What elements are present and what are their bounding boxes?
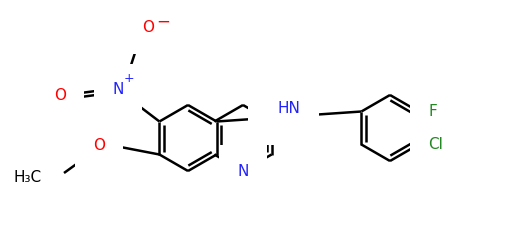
Text: N: N [112,83,124,97]
Text: N: N [266,112,278,127]
Text: H: H [31,171,42,186]
Text: N: N [238,163,249,179]
Text: F: F [429,104,437,119]
Text: O: O [54,88,66,102]
Text: +: + [124,72,135,85]
Text: −: − [156,13,170,31]
Text: HN: HN [278,101,301,116]
Text: Cl: Cl [429,137,443,152]
Text: O: O [93,137,105,153]
Text: H₃C: H₃C [14,171,42,186]
Text: O: O [142,21,154,35]
